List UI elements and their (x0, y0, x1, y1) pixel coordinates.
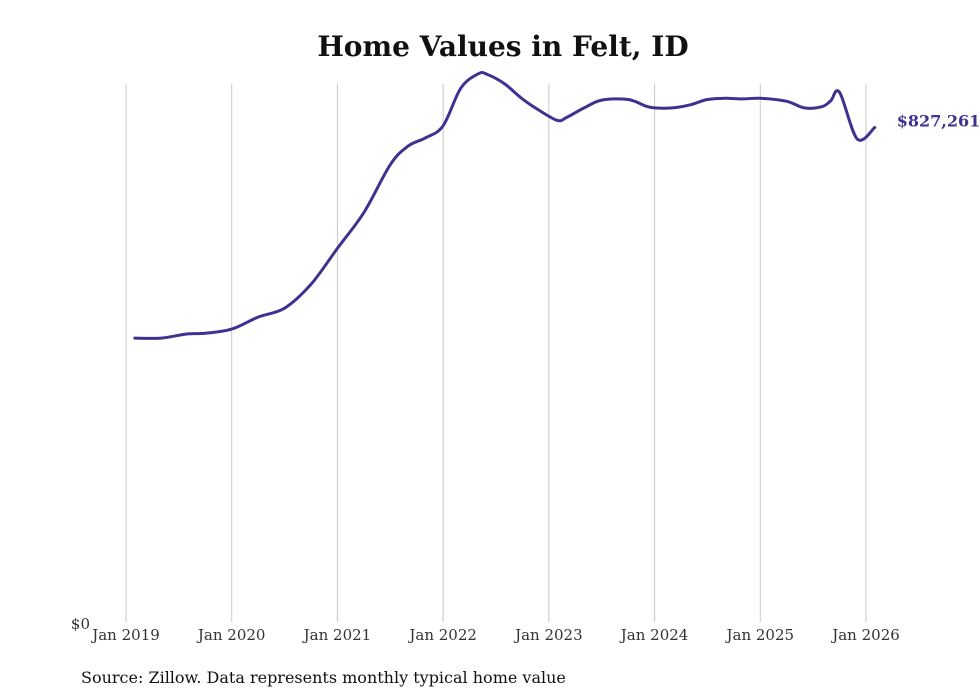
chart-title: Home Values in Felt, ID (317, 30, 689, 63)
x-tick-label: Jan 2019 (90, 626, 160, 644)
last-value-label: $827,261 (897, 111, 980, 130)
annotation-layer: $827,261 (897, 111, 980, 130)
axis-labels: Jan 2019 Jan 2020 Jan 2021 Jan 2022 Jan 2023… (71, 615, 900, 644)
series-layer (133, 71, 877, 340)
x-tick-label: Jan 2026 (830, 626, 900, 644)
x-tick-label: Jan 2022 (407, 626, 477, 644)
x-tick-label: Jan 2024 (619, 626, 689, 644)
y-tick-label: $0 (71, 615, 90, 633)
line-chart: Jan 2019 Jan 2020 Jan 2021 Jan 2022 Jan 2023… (71, 71, 980, 644)
x-tick-label: Jan 2025 (725, 626, 795, 644)
series-line (133, 71, 877, 340)
x-tick-label: Jan 2020 (196, 626, 266, 644)
x-tick-label: Jan 2021 (302, 626, 372, 644)
x-tick-label: Jan 2023 (513, 626, 583, 644)
source-note: Source: Zillow. Data represents monthly … (81, 668, 566, 687)
gridlines (125, 84, 867, 622)
